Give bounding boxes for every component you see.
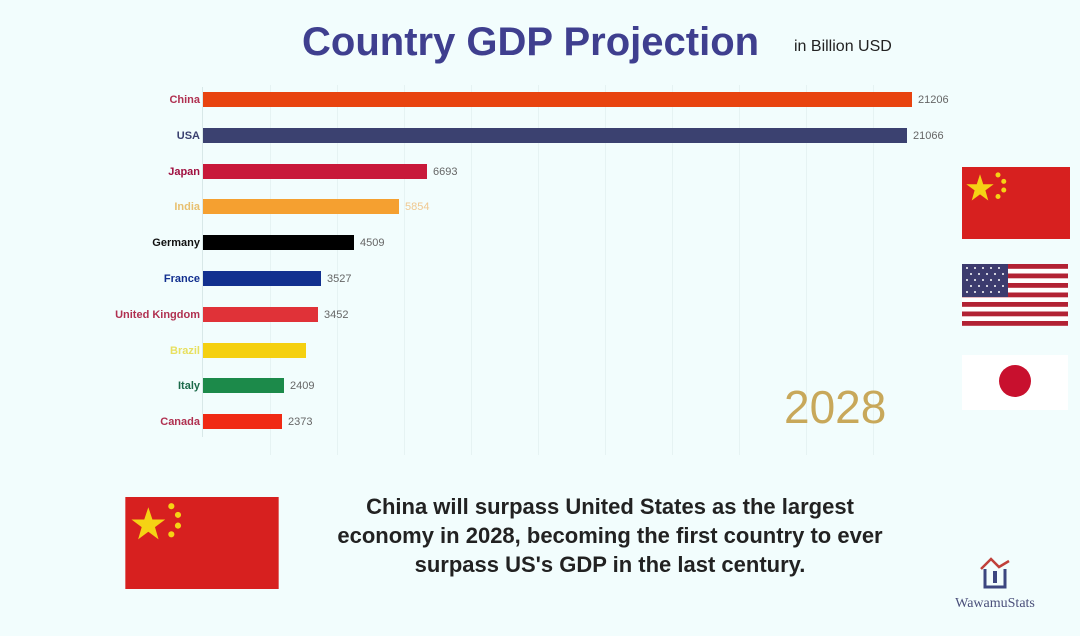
bar-row: USA 21066 — [0, 127, 1080, 145]
bar-label: Brazil — [170, 344, 200, 357]
bar — [203, 271, 321, 286]
bar-row: France 3527 — [0, 270, 1080, 288]
bar-value: 21066 — [913, 129, 944, 142]
bar-value: 5854 — [405, 201, 430, 214]
gridline — [672, 85, 673, 455]
gridline — [605, 85, 606, 455]
chart-unit-label: in Billion USD — [794, 38, 892, 55]
gridline — [739, 85, 740, 455]
bar-row: Italy 2409 — [0, 377, 1080, 395]
bar-label: USA — [176, 129, 200, 142]
bar-value: 2409 — [290, 380, 315, 393]
gridline — [471, 85, 472, 455]
bar — [203, 378, 284, 394]
bar-row: Japan 6693 — [0, 163, 1080, 181]
featured-china-flag-icon — [124, 497, 280, 594]
gridline — [337, 85, 338, 455]
japan-flag-icon — [962, 355, 1068, 415]
y-axis — [202, 87, 203, 437]
bar-value: 3452 — [324, 308, 349, 321]
caption-line-2: economy in 2028, becoming the first coun… — [337, 523, 883, 548]
bar-row: Canada 2373 — [0, 413, 1080, 431]
bar-row: China 21206 — [0, 91, 1080, 109]
usa-flag-icon — [962, 264, 1068, 331]
bar-chart: China 21206 USA 21066 Japan 6693 India 5854 Germ… — [0, 85, 1080, 455]
logo-text: WawamuStats — [955, 596, 1035, 611]
bar-row: Brazil — [0, 342, 1080, 360]
bar-row: Germany 4509 — [0, 234, 1080, 252]
bar — [203, 163, 427, 179]
bar-row: India 5854 — [0, 198, 1080, 216]
bar-label: Japan — [168, 165, 200, 178]
bar — [203, 92, 912, 107]
bar — [203, 235, 354, 251]
bar-value: 21206 — [918, 94, 949, 106]
caption-line-1: China will surpass United States as the … — [366, 494, 854, 519]
bar-label: China — [169, 94, 200, 106]
bar-label: Canada — [160, 416, 200, 429]
year-label: 2028 — [784, 381, 887, 433]
bar-value: 3527 — [327, 273, 352, 285]
gridline — [538, 85, 539, 455]
gridline — [404, 85, 405, 455]
gridline — [806, 85, 807, 455]
caption-text: China will surpass United States as the … — [300, 492, 920, 579]
bar — [203, 199, 399, 215]
gridline — [873, 85, 874, 455]
bar-label: France — [163, 273, 200, 285]
bar — [203, 342, 306, 358]
bar-value: 6693 — [433, 165, 458, 178]
bar-label: Germany — [152, 237, 200, 250]
bar-value: 2373 — [288, 416, 313, 429]
logo-chart-icon — [980, 557, 1010, 589]
bar-label: Italy — [177, 380, 200, 393]
bar — [203, 306, 318, 322]
caption-line-3: surpass US's GDP in the last century. — [414, 552, 806, 577]
bar-row: United Kingdom 3452 — [0, 306, 1080, 324]
bar-label: India — [174, 201, 200, 214]
bar-label: United Kingdom — [115, 308, 200, 321]
gridline — [270, 85, 271, 455]
china-flag-icon — [955, 167, 1077, 244]
bar — [203, 414, 282, 430]
chart-title: Country GDP Projection — [302, 20, 760, 64]
bar-value: 4509 — [360, 237, 385, 250]
wawamustats-logo: WawamuStats — [940, 555, 1050, 612]
bar — [203, 127, 907, 143]
